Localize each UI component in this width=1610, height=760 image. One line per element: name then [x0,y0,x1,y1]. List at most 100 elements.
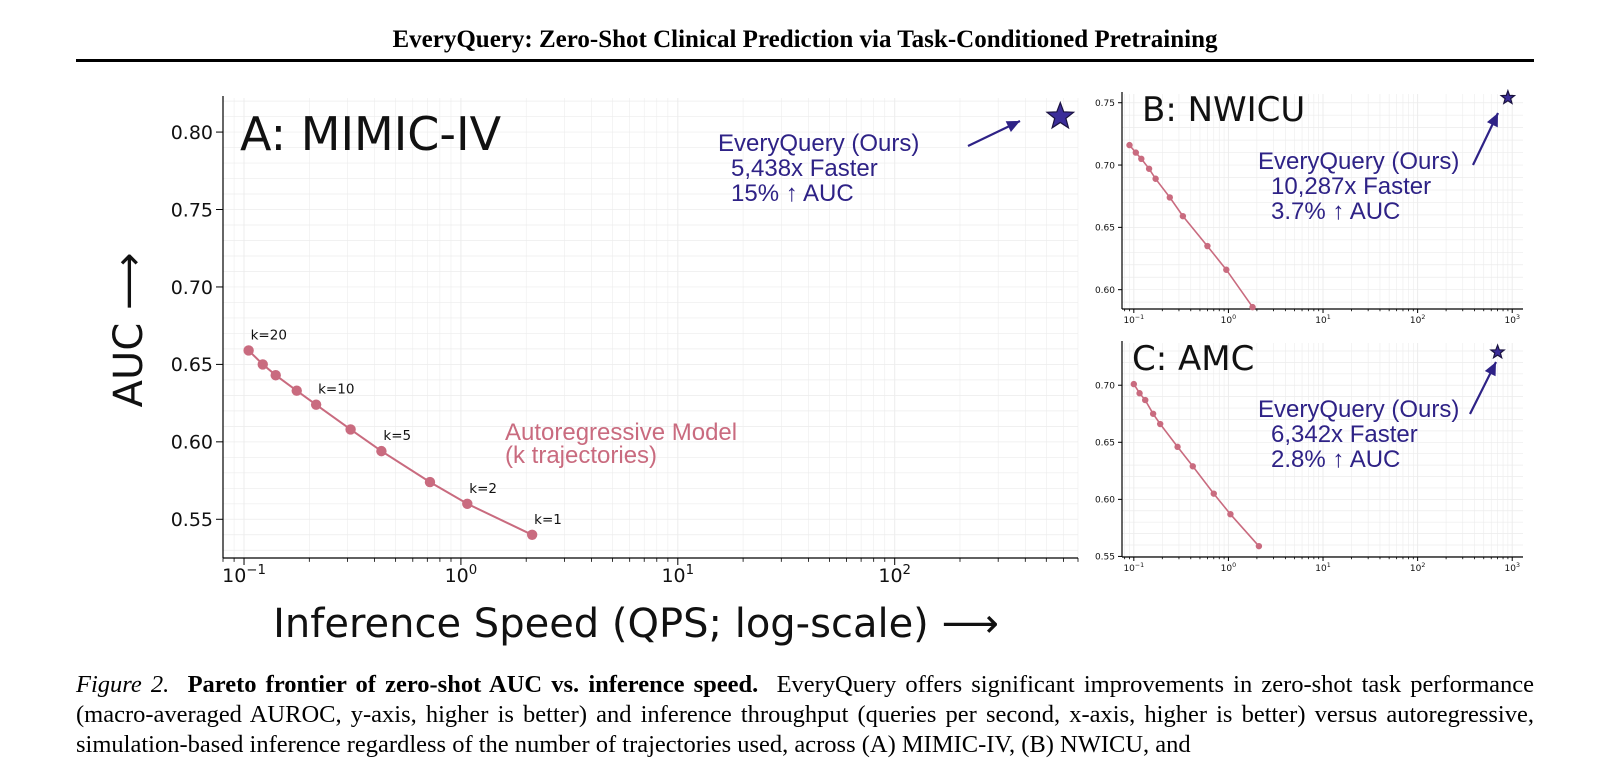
everyquery-annotation-line: 15% ↑ AUC [731,180,854,207]
autoregressive-point [1156,420,1164,428]
everyquery-annotation-line: 3.7% ↑ AUC [1271,198,1400,225]
x-tick-label: 103 [1504,562,1519,574]
autoregressive-point [1174,443,1181,451]
y-tick-label: 0.75 [171,199,213,221]
everyquery-star [1499,88,1517,105]
panel-title: B: NWICU [1142,90,1305,130]
autoregressive-point [1166,194,1173,201]
x-axis-label: Inference Speed (QPS; log-scale) ⟶ [273,601,999,647]
caption-label: Figure 2. [76,671,170,698]
autoregressive-point [1249,303,1256,311]
header-rule [76,59,1534,62]
x-tick-label: 10−1 [222,563,266,587]
everyquery-annotation-line: EveryQuery (Ours) [1258,396,1459,423]
autoregressive-point [243,345,254,356]
x-tick-label: 100 [445,563,478,587]
y-tick-label: 0.55 [1095,553,1115,563]
autoregressive-point [1227,511,1234,518]
autoregressive-point [526,529,538,540]
autoregressive-point [345,424,356,435]
paper-header-title: EveryQuery: Zero-Shot Clinical Predictio… [392,26,1218,53]
autoregressive-point [257,359,268,370]
autoregressive-point [376,445,387,457]
y-tick-label: 0.65 [1095,439,1115,449]
autoregressive-point [1152,175,1159,182]
x-tick-label: 101 [1315,314,1330,326]
x-tick-label: 102 [1410,314,1425,326]
everyquery-annotation-line: 10,287x Faster [1271,173,1431,200]
grid-lines [222,98,1079,558]
autoregressive-label-line2: (k trajectories) [505,442,657,469]
autoregressive-label: Autoregressive Model [505,419,737,446]
chart-panel-b: 0.60 0.65 0.70 0.75 10−1 100 101 102 103 B: NWICU… [1095,88,1523,326]
annotation-arrowhead [1484,362,1496,377]
panel-title: A: MIMIC-IV [240,107,502,161]
autoregressive-point [1189,463,1196,470]
k-point-label: k=5 [383,428,411,444]
caption-title: Pareto frontier of zero-shot AUC vs. inf… [187,671,759,698]
k-point-label: k=10 [318,382,354,398]
k-point-label: k=2 [469,481,497,497]
y-tick-label: 0.60 [1095,286,1115,296]
grid-lines [1122,94,1523,309]
y-tick-label: 0.75 [1095,99,1115,109]
annotation-arrowhead [1486,113,1498,128]
annotation-arrowhead [1005,121,1020,133]
y-axis-label: AUC ⟶ [106,253,152,408]
y-tick-label: 0.70 [171,277,213,299]
y-tick-label: 0.80 [171,122,213,144]
everyquery-annotation-line: 6,342x Faster [1271,421,1418,448]
k-point-label: k=1 [534,512,562,528]
y-tick-label: 0.60 [171,432,213,454]
figure-2-charts: 0.55 0.60 0.65 0.70 0.75 0.80 10−1 100 101 102 A: … [106,88,1523,647]
autoregressive-point [1223,266,1230,273]
autoregressive-point [424,476,436,488]
x-tick-label: 103 [1504,314,1519,326]
grid-lines [1122,343,1523,557]
x-tick-label: 10−1 [1123,562,1144,574]
everyquery-annotation-line: EveryQuery (Ours) [1258,148,1459,175]
autoregressive-line [1128,144,1254,308]
autoregressive-point [1179,212,1187,220]
y-tick-label: 0.55 [171,509,213,531]
chart-panel-c: 0.55 0.60 0.65 0.70 10−1 100 101 102 103 C: AMCEv… [1095,339,1523,574]
x-tick-label: 102 [878,563,911,587]
x-tick-label: 100 [1221,562,1236,574]
autoregressive-point [1255,542,1263,550]
autoregressive-point [1145,165,1153,172]
y-tick-label: 0.65 [1095,224,1115,234]
y-tick-label: 0.60 [1095,496,1115,506]
autoregressive-point [1210,490,1217,497]
autoregressive-line [1133,383,1260,547]
x-tick-label: 102 [1410,562,1425,574]
autoregressive-point [310,399,322,410]
x-tick-label: 101 [661,563,694,587]
x-tick-label: 10−1 [1123,314,1144,326]
k-point-label: k=20 [251,327,287,343]
everyquery-annotation-line: 2.8% ↑ AUC [1271,446,1400,473]
autoregressive-point [1136,390,1143,397]
autoregressive-line [247,349,533,536]
figure-caption: Figure 2. Pareto frontier of zero-shot A… [76,670,1534,760]
chart-panel-a: 0.55 0.60 0.65 0.70 0.75 0.80 10−1 100 101 102 A: … [106,96,1079,647]
everyquery-annotation-line: 5,438x Faster [731,155,878,182]
autoregressive-point [1142,396,1149,404]
autoregressive-point [462,498,473,509]
panel-title: C: AMC [1132,339,1254,379]
autoregressive-point [1149,410,1157,417]
autoregressive-point [1130,380,1138,388]
autoregressive-point [291,385,302,396]
x-tick-label: 100 [1221,314,1236,326]
autoregressive-point [1138,155,1145,163]
everyquery-star [1489,343,1506,360]
x-tick-label: 101 [1315,562,1330,574]
y-tick-label: 0.70 [1095,381,1115,391]
y-tick-label: 0.70 [1095,161,1115,171]
autoregressive-point [270,370,281,381]
autoregressive-point [1132,149,1140,156]
everyquery-annotation-line: EveryQuery (Ours) [718,130,919,157]
autoregressive-point [1126,141,1133,149]
everyquery-star [1045,100,1076,130]
autoregressive-point [1204,242,1211,250]
y-tick-label: 0.65 [171,354,213,376]
